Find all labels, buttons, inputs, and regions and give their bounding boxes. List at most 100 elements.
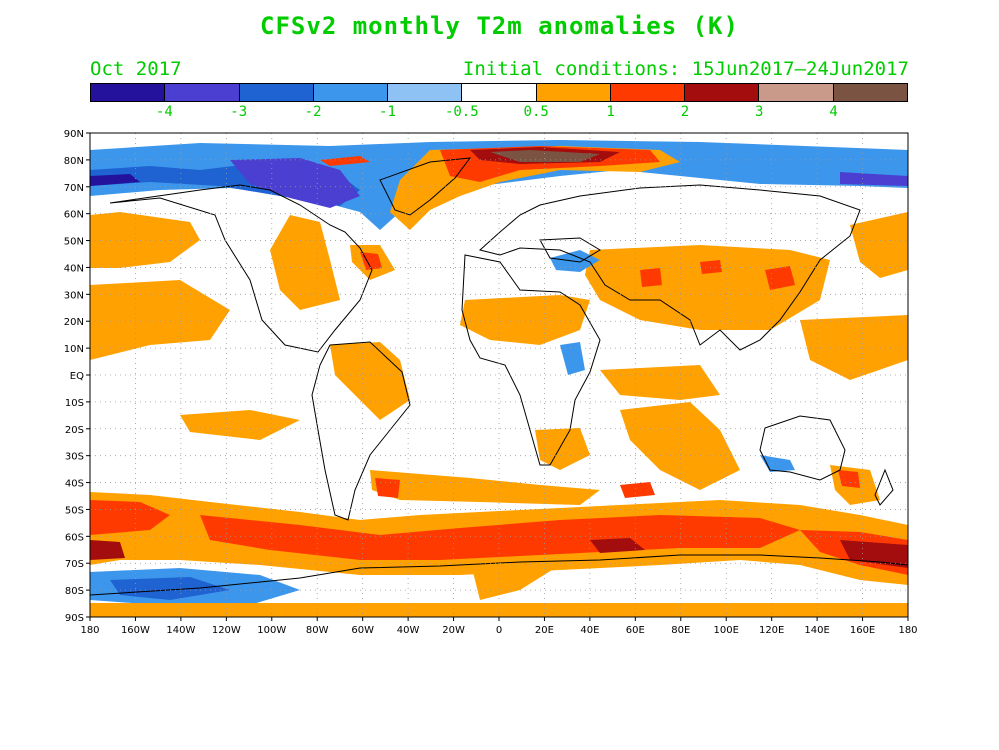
lat-label: 80N: [64, 156, 84, 167]
lon-label: 100E: [714, 625, 739, 636]
lat-label: 60S: [65, 532, 84, 543]
anom-patch: [330, 342, 410, 420]
lon-label: 160E: [850, 625, 875, 636]
anom-patch: [620, 402, 740, 490]
lat-label: 80S: [65, 586, 84, 597]
colorbar-swatch: [536, 84, 611, 101]
colorbar-swatch: [165, 84, 240, 101]
anom-patch: [560, 342, 585, 375]
anom-patch: [110, 577, 230, 600]
lat-label: 70N: [64, 183, 84, 194]
anom-patch: [90, 500, 170, 535]
anom-patch: [230, 158, 360, 208]
lat-label: 50S: [65, 505, 84, 516]
anom-patch: [490, 150, 600, 162]
colorbar-label: -3: [230, 104, 248, 120]
anom-patch: [270, 215, 340, 310]
lon-label: 60W: [351, 625, 374, 636]
lat-label: 20S: [65, 425, 84, 436]
colorbar-swatch: [462, 84, 537, 101]
anom-patch: [370, 470, 600, 505]
anom-patch: [640, 260, 795, 290]
coastline: [874, 468, 894, 506]
colorbar-swatch: [610, 84, 686, 101]
axis-labels: 90N 80N 70N 60N 50N 40N 30N 20N 10N EQ 10S 20S 30S 40…: [64, 129, 918, 636]
lon-label: 0: [496, 625, 502, 636]
anom-patch: [838, 470, 860, 488]
anom-patch: [90, 280, 230, 360]
lat-label: 40N: [64, 263, 84, 274]
coastlines: [89, 157, 909, 596]
lat-label: 30N: [64, 290, 84, 301]
anom-patch: [840, 172, 908, 186]
map-title: CFSv2 monthly T2m anomalies (K): [260, 12, 739, 40]
lon-label: 40W: [397, 625, 420, 636]
colorbar-swatch: [91, 84, 166, 101]
colorbar-label: 0.5: [523, 104, 549, 120]
lon-label: 40E: [580, 625, 599, 636]
lon-label: 180: [898, 625, 917, 636]
lon-label: 120W: [212, 625, 241, 636]
lat-label: 10S: [65, 398, 84, 409]
anom-patch: [90, 174, 140, 186]
colorbar-swatch: [239, 84, 314, 101]
lat-label: 10N: [64, 344, 84, 355]
anom-patch: [320, 156, 370, 166]
graticule: [90, 133, 908, 617]
coastline: [478, 184, 861, 351]
colorbar-label: 3: [755, 104, 764, 120]
lon-label: 80E: [671, 625, 690, 636]
coastline: [311, 341, 411, 521]
coastline: [461, 254, 601, 466]
anom-patch: [535, 428, 590, 470]
lon-label: 20E: [535, 625, 554, 636]
anom-patch: [840, 540, 908, 568]
lon-label: 140E: [804, 625, 829, 636]
anom-patch: [90, 540, 125, 560]
colorbar-label: 1: [606, 104, 615, 120]
lat-label: 50N: [64, 237, 84, 248]
lon-label: 80W: [306, 625, 329, 636]
colorbar-swatch: [313, 84, 389, 101]
colorbar-label: 4: [829, 104, 838, 120]
coastline: [379, 157, 472, 216]
coastline: [109, 184, 373, 353]
lat-label: 90S: [65, 613, 84, 624]
anom-patch: [585, 245, 830, 330]
lon-label: 20W: [442, 625, 465, 636]
coastline: [539, 237, 601, 263]
coastline: [759, 415, 846, 481]
lat-label: 20N: [64, 317, 84, 328]
colorbar-swatch: [388, 84, 463, 101]
anom-patch: [180, 410, 300, 440]
anom-patch: [90, 212, 200, 268]
colorbar-swatch: [759, 84, 834, 101]
lat-label: 70S: [65, 559, 84, 570]
colorbar-label: -0.5: [444, 104, 479, 120]
lat-label: EQ: [70, 371, 84, 382]
lon-label: 180: [80, 625, 99, 636]
coastline: [89, 554, 909, 596]
initial-conditions-label: Initial conditions: 15Jun2017–24Jun2017: [462, 58, 909, 80]
lon-label: 140W: [166, 625, 195, 636]
lat-label: 40S: [65, 479, 84, 490]
lon-label: 160W: [121, 625, 150, 636]
colorbar-label: -4: [155, 104, 173, 120]
lat-label: 60N: [64, 210, 84, 221]
anom-patch: [375, 478, 655, 498]
valid-month-label: Oct 2017: [90, 58, 182, 80]
colorbar-swatch: [833, 84, 907, 101]
anom-patch: [800, 315, 908, 380]
lat-label: 90N: [64, 129, 84, 140]
anom-patch: [850, 212, 908, 278]
anom-patch: [470, 560, 560, 600]
colorbar: [90, 83, 908, 102]
colorbar-swatch: [685, 84, 760, 101]
anom-patch: [200, 515, 800, 560]
colorbar-label: -1: [379, 104, 396, 120]
lon-label: 120E: [759, 625, 784, 636]
lon-label: 100W: [257, 625, 286, 636]
anom-patch: [590, 538, 645, 553]
anom-patch: [90, 603, 908, 617]
